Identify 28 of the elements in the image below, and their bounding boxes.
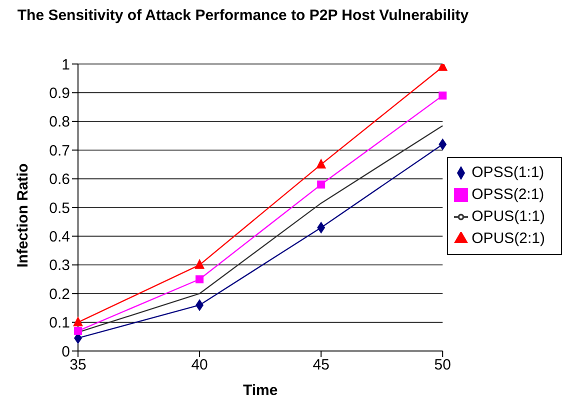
y-tick-label: 1 [62,56,70,74]
y-tick-label: 0.4 [49,228,70,246]
legend-label: OPUS(2:1) [472,230,545,246]
y-tick-label: 0.7 [49,142,70,160]
point [74,326,82,335]
y-tick-label: 0.8 [49,114,70,131]
chart-title: The Sensitivity of Attack Performance to P2P Host Vulnerability [17,7,469,24]
y-tick-label: 0.1 [49,314,70,332]
point [316,158,326,168]
y-tick-label: 0.9 [49,85,70,102]
x-axis-title: Time [242,382,278,399]
y-tick-label: 0 [62,343,70,360]
y-tick-label: 0.5 [49,200,70,217]
y-axis-title: Infection Ratio [14,163,32,268]
point [196,275,204,284]
point [438,92,447,100]
point [317,180,326,189]
legend-label: OPSS(2:1) [472,186,544,202]
x-tick-label: 45 [312,356,330,374]
y-tick-label: 0.2 [49,286,70,303]
x-tick-label: 40 [191,356,208,374]
y-tick-label: 0.6 [49,171,70,188]
point [194,258,205,269]
legend-label: OPUS(1:1) [472,208,545,224]
legend-label: OPSS(1:1) [472,164,544,180]
x-tick-label: 35 [70,356,86,374]
y-tick-label: 0.3 [49,257,70,274]
x-tick-label: 50 [434,356,451,374]
